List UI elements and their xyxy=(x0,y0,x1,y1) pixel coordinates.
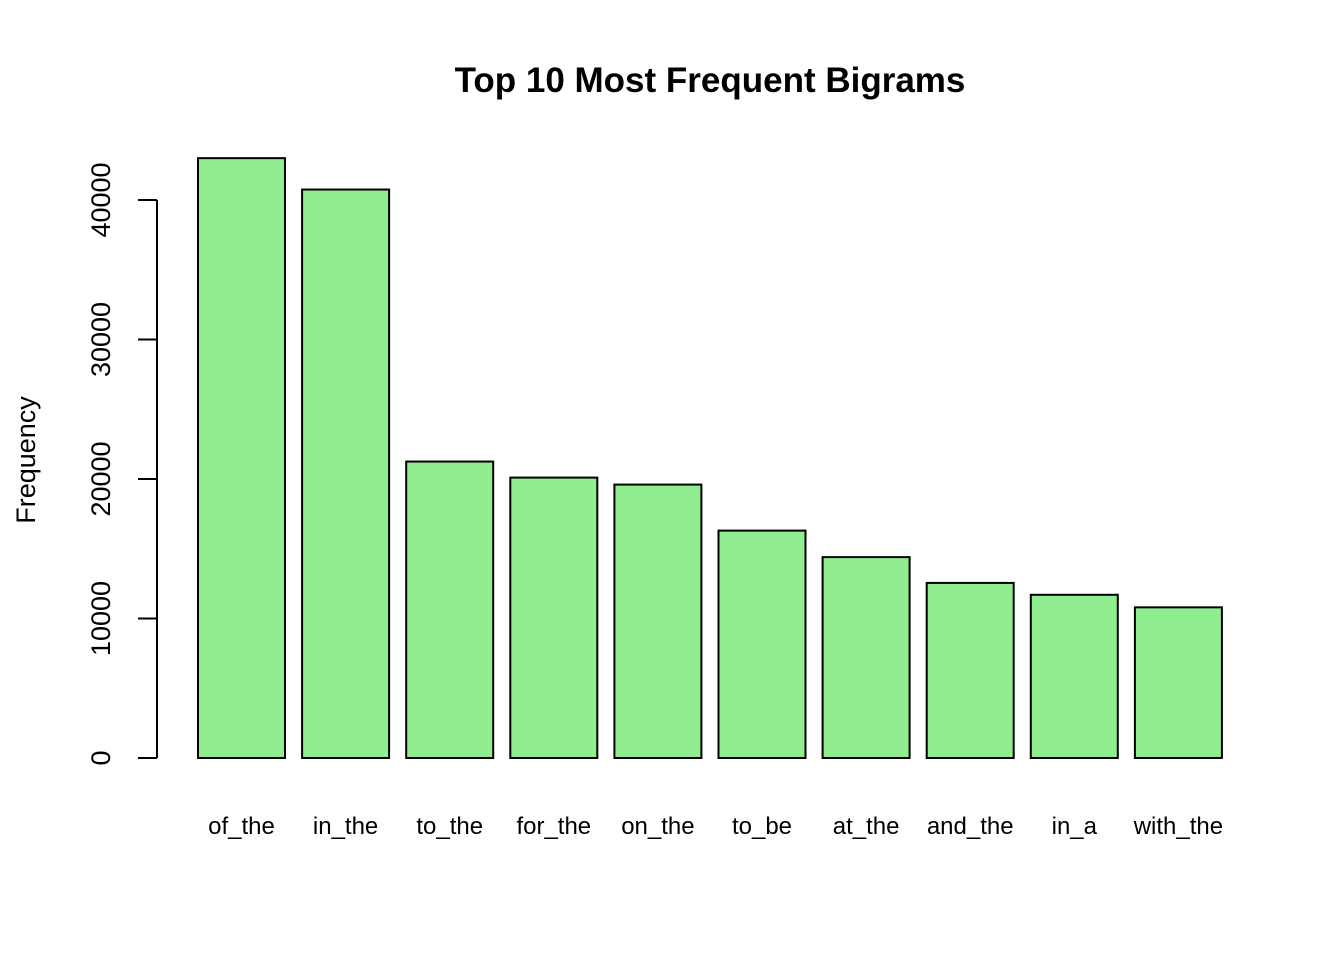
bar-at-the xyxy=(821,556,911,759)
y-tick-label: 20000 xyxy=(86,441,116,516)
x-category-label: in_a xyxy=(1052,813,1098,840)
x-category-label: for_the xyxy=(516,813,591,840)
bar-to-be xyxy=(717,529,807,759)
x-category-label: and_the xyxy=(927,813,1014,840)
x-category-label: at_the xyxy=(833,813,900,840)
bar-in-the xyxy=(301,188,391,760)
bar-for-the xyxy=(509,476,599,759)
bar-in-a xyxy=(1029,593,1119,759)
bar-on-the xyxy=(613,483,703,759)
x-category-label: of_the xyxy=(208,813,275,840)
x-category-label: to_the xyxy=(416,813,483,840)
x-category-label: in_the xyxy=(313,813,378,840)
y-tick-label: 30000 xyxy=(86,302,116,377)
x-category-label: to_be xyxy=(732,813,792,840)
y-axis: 0 10000 20000 30000 40000 xyxy=(86,162,158,766)
category-labels: of_the in_the to_the for_the on_the to_be at_t… xyxy=(208,813,1223,840)
y-axis-label: Frequency xyxy=(11,396,41,524)
y-tick-label: 10000 xyxy=(86,581,116,656)
bar-and-the xyxy=(925,581,1015,759)
bar-to-the xyxy=(405,460,495,759)
bars-group xyxy=(197,157,1223,760)
chart-title: Top 10 Most Frequent Bigrams xyxy=(455,61,966,100)
x-category-label: on_the xyxy=(621,813,694,840)
bar-with-the xyxy=(1133,606,1223,760)
y-tick-label: 0 xyxy=(86,750,116,765)
x-category-label: with_the xyxy=(1133,813,1223,840)
bar-of-the xyxy=(197,157,286,759)
y-tick-label: 40000 xyxy=(86,162,116,237)
